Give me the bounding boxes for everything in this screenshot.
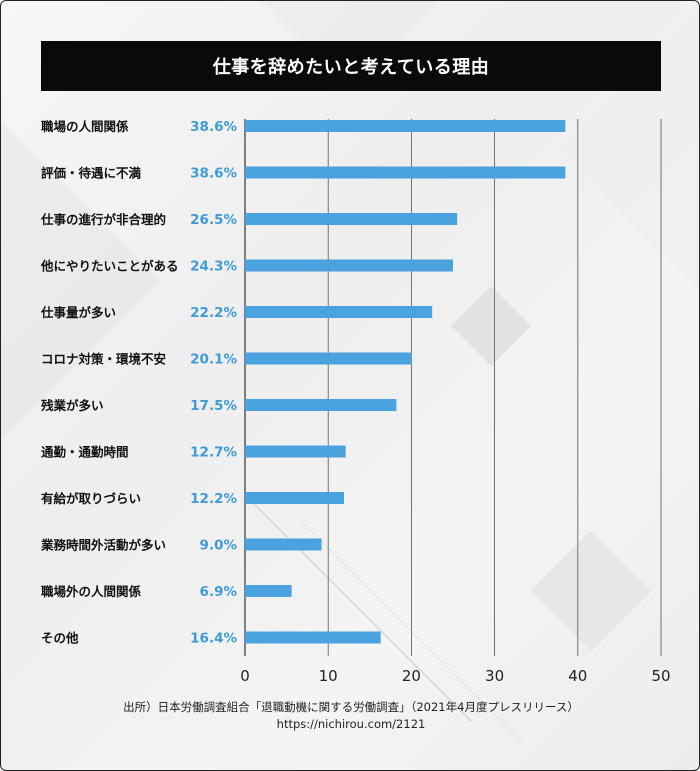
x-tick-label: 40 bbox=[568, 667, 587, 685]
bar bbox=[245, 492, 345, 504]
bar bbox=[245, 445, 346, 458]
bar bbox=[245, 631, 381, 644]
category-label: その他 bbox=[41, 631, 79, 646]
category-label: 業務時間外活動が多い bbox=[40, 538, 166, 553]
bar bbox=[245, 166, 566, 179]
value-label: 20.1% bbox=[190, 352, 237, 368]
source-note: 出所）日本労働調査組合「退職動機に関する労働調査」（2021年4月度プレスリリー… bbox=[123, 700, 579, 714]
x-tick-label: 30 bbox=[485, 667, 504, 685]
category-label: 仕事量が多い bbox=[40, 305, 116, 320]
chart-title: 仕事を辞めたいと考えている理由 bbox=[41, 41, 661, 91]
value-label: 38.6% bbox=[190, 119, 237, 135]
x-tick-label: 20 bbox=[402, 667, 421, 685]
category-label: 他にやりたいことがある bbox=[40, 259, 179, 274]
value-label: 17.5% bbox=[190, 398, 237, 414]
category-label: 職場外の人間関係 bbox=[41, 584, 142, 599]
bar bbox=[245, 399, 397, 411]
value-label: 24.3% bbox=[190, 259, 237, 275]
value-label: 9.0% bbox=[200, 538, 238, 554]
source-url: https://nichirou.com/2121 bbox=[276, 717, 426, 731]
x-tick-label: 10 bbox=[319, 667, 338, 685]
value-label: 26.5% bbox=[190, 212, 237, 228]
value-label: 12.2% bbox=[190, 491, 237, 507]
value-label: 12.7% bbox=[190, 445, 237, 461]
category-label: 残業が多い bbox=[41, 398, 104, 413]
value-label: 38.6% bbox=[190, 166, 237, 182]
category-label: 有給が取りづらい bbox=[41, 491, 141, 506]
bar bbox=[245, 538, 322, 551]
category-label: 仕事の進行が非合理的 bbox=[40, 212, 166, 227]
category-label: 職場の人間関係 bbox=[41, 119, 129, 134]
value-label: 6.9% bbox=[200, 584, 238, 600]
bar bbox=[245, 585, 292, 597]
bar bbox=[245, 259, 453, 272]
bar bbox=[245, 352, 412, 365]
category-label: 通勤・通勤時間 bbox=[41, 445, 129, 460]
category-label: コロナ対策・環境不安 bbox=[41, 352, 166, 367]
value-label: 22.2% bbox=[190, 305, 237, 321]
category-label: 評価・待遇に不満 bbox=[41, 166, 142, 181]
bar bbox=[245, 306, 433, 318]
x-tick-label: 50 bbox=[651, 667, 670, 685]
bar bbox=[245, 213, 458, 225]
x-tick-label: 0 bbox=[240, 667, 250, 685]
bar bbox=[245, 120, 566, 132]
value-label: 16.4% bbox=[190, 631, 237, 647]
